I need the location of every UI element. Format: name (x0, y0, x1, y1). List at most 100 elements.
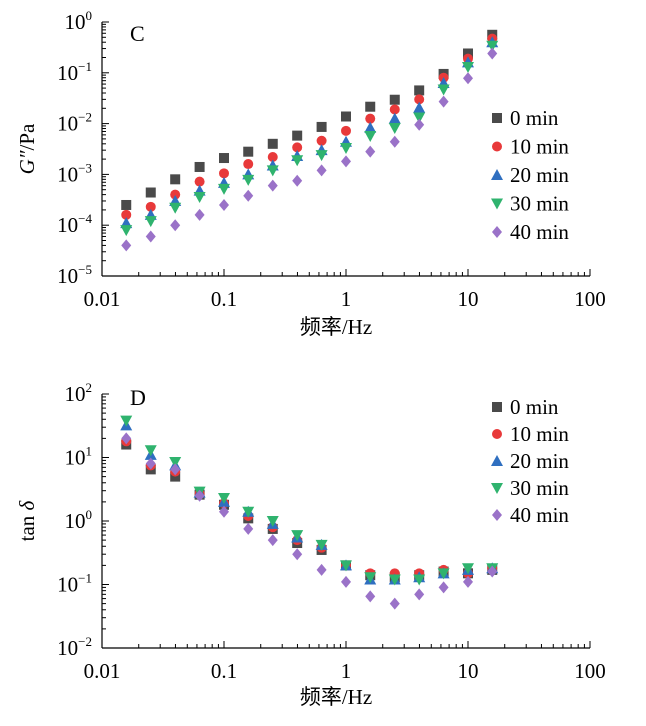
data-point (193, 191, 206, 203)
panel-label: C (130, 21, 145, 46)
data-point (291, 530, 304, 542)
x-tick-label: 1 (341, 287, 352, 311)
data-point (121, 239, 132, 252)
data-point (389, 597, 400, 610)
data-point (365, 590, 376, 603)
data-point (414, 94, 425, 105)
legend-marker (492, 509, 502, 521)
data-point (292, 548, 303, 561)
data-point (219, 153, 229, 164)
data-point (121, 199, 132, 210)
data-point (267, 138, 278, 149)
legend-label: 10 min (510, 422, 569, 446)
data-point (364, 121, 377, 133)
data-point (144, 216, 157, 228)
data-point (365, 145, 376, 158)
legend: 0 min 10 min 20 min 30 min 40 min (491, 395, 569, 527)
chart-panel-d: 0.01 0.1 1 10 100 102 101 100 10−1 10−2 频率/Hz tan δ… (15, 380, 606, 709)
legend-label: 0 min (510, 395, 559, 419)
series-30-min (120, 40, 499, 237)
legend-label: 20 min (510, 163, 569, 187)
data-point (266, 516, 279, 527)
y-axis-title: G″/Pa (15, 123, 39, 174)
data-point (194, 176, 205, 187)
x-tick-label: 100 (574, 659, 606, 683)
data-point (194, 208, 205, 221)
data-point (438, 95, 449, 108)
data-point (487, 565, 498, 578)
data-point (170, 174, 181, 185)
data-point (463, 72, 473, 85)
legend-label: 10 min (510, 135, 569, 159)
data-point (267, 534, 278, 547)
data-point (414, 118, 425, 131)
data-point (364, 131, 377, 143)
data-point (486, 40, 499, 52)
data-point (242, 174, 255, 186)
data-point (437, 568, 450, 580)
data-point (315, 150, 328, 162)
y-tick-label: 10−3 (57, 160, 92, 186)
data-point (219, 168, 229, 179)
data-point (341, 155, 351, 168)
data-point (388, 112, 401, 124)
data-point (243, 146, 254, 157)
data-point (170, 471, 181, 482)
y-tick-label: 10−1 (57, 571, 92, 597)
data-point (243, 159, 254, 170)
data-point (218, 183, 230, 195)
legend: 0 min 10 min 20 min 30 min 40 min (491, 106, 569, 244)
y-tick-label: 10−2 (57, 634, 92, 660)
x-tick-label: 100 (574, 287, 606, 311)
series-20-min (120, 36, 499, 229)
data-point (145, 201, 156, 212)
data-point (120, 225, 133, 237)
data-point (170, 189, 181, 200)
data-point (291, 155, 304, 167)
y-tick-label: 101 (65, 444, 93, 470)
y-tick-label: 102 (65, 380, 93, 406)
x-tick-label: 10 (458, 659, 479, 683)
data-point (120, 415, 133, 427)
data-point (169, 202, 182, 214)
data-point (145, 457, 156, 470)
series-40-min (121, 432, 498, 610)
data-point (341, 575, 351, 588)
data-point (413, 574, 426, 586)
data-point (266, 165, 279, 177)
data-point (462, 62, 474, 74)
y-tick-label: 10−4 (57, 211, 92, 237)
data-point (243, 522, 254, 535)
data-point (389, 104, 400, 115)
data-point (341, 125, 351, 136)
legend-label: 30 min (510, 476, 569, 500)
data-point (242, 506, 255, 518)
legend-marker (492, 141, 502, 152)
data-point (145, 187, 156, 198)
data-point (194, 489, 205, 502)
data-point (170, 219, 181, 232)
data-point (389, 135, 400, 148)
data-point (219, 198, 229, 211)
legend-marker (491, 169, 503, 180)
data-point (316, 121, 327, 132)
data-point (388, 122, 401, 134)
data-point (315, 539, 328, 551)
panel-label: D (130, 385, 146, 410)
series-20-min (120, 419, 499, 585)
data-point (145, 230, 156, 243)
data-point (243, 189, 254, 202)
data-point (365, 101, 376, 112)
data-point (414, 588, 425, 601)
data-point (463, 48, 473, 59)
y-tick-label: 10−1 (57, 59, 92, 85)
series-0-min (121, 29, 498, 210)
legend-label: 40 min (510, 503, 569, 527)
data-point (219, 505, 229, 518)
data-point (389, 94, 400, 105)
data-point (194, 161, 205, 172)
data-point (218, 493, 230, 505)
data-point (365, 113, 376, 124)
legend-marker (492, 429, 502, 439)
